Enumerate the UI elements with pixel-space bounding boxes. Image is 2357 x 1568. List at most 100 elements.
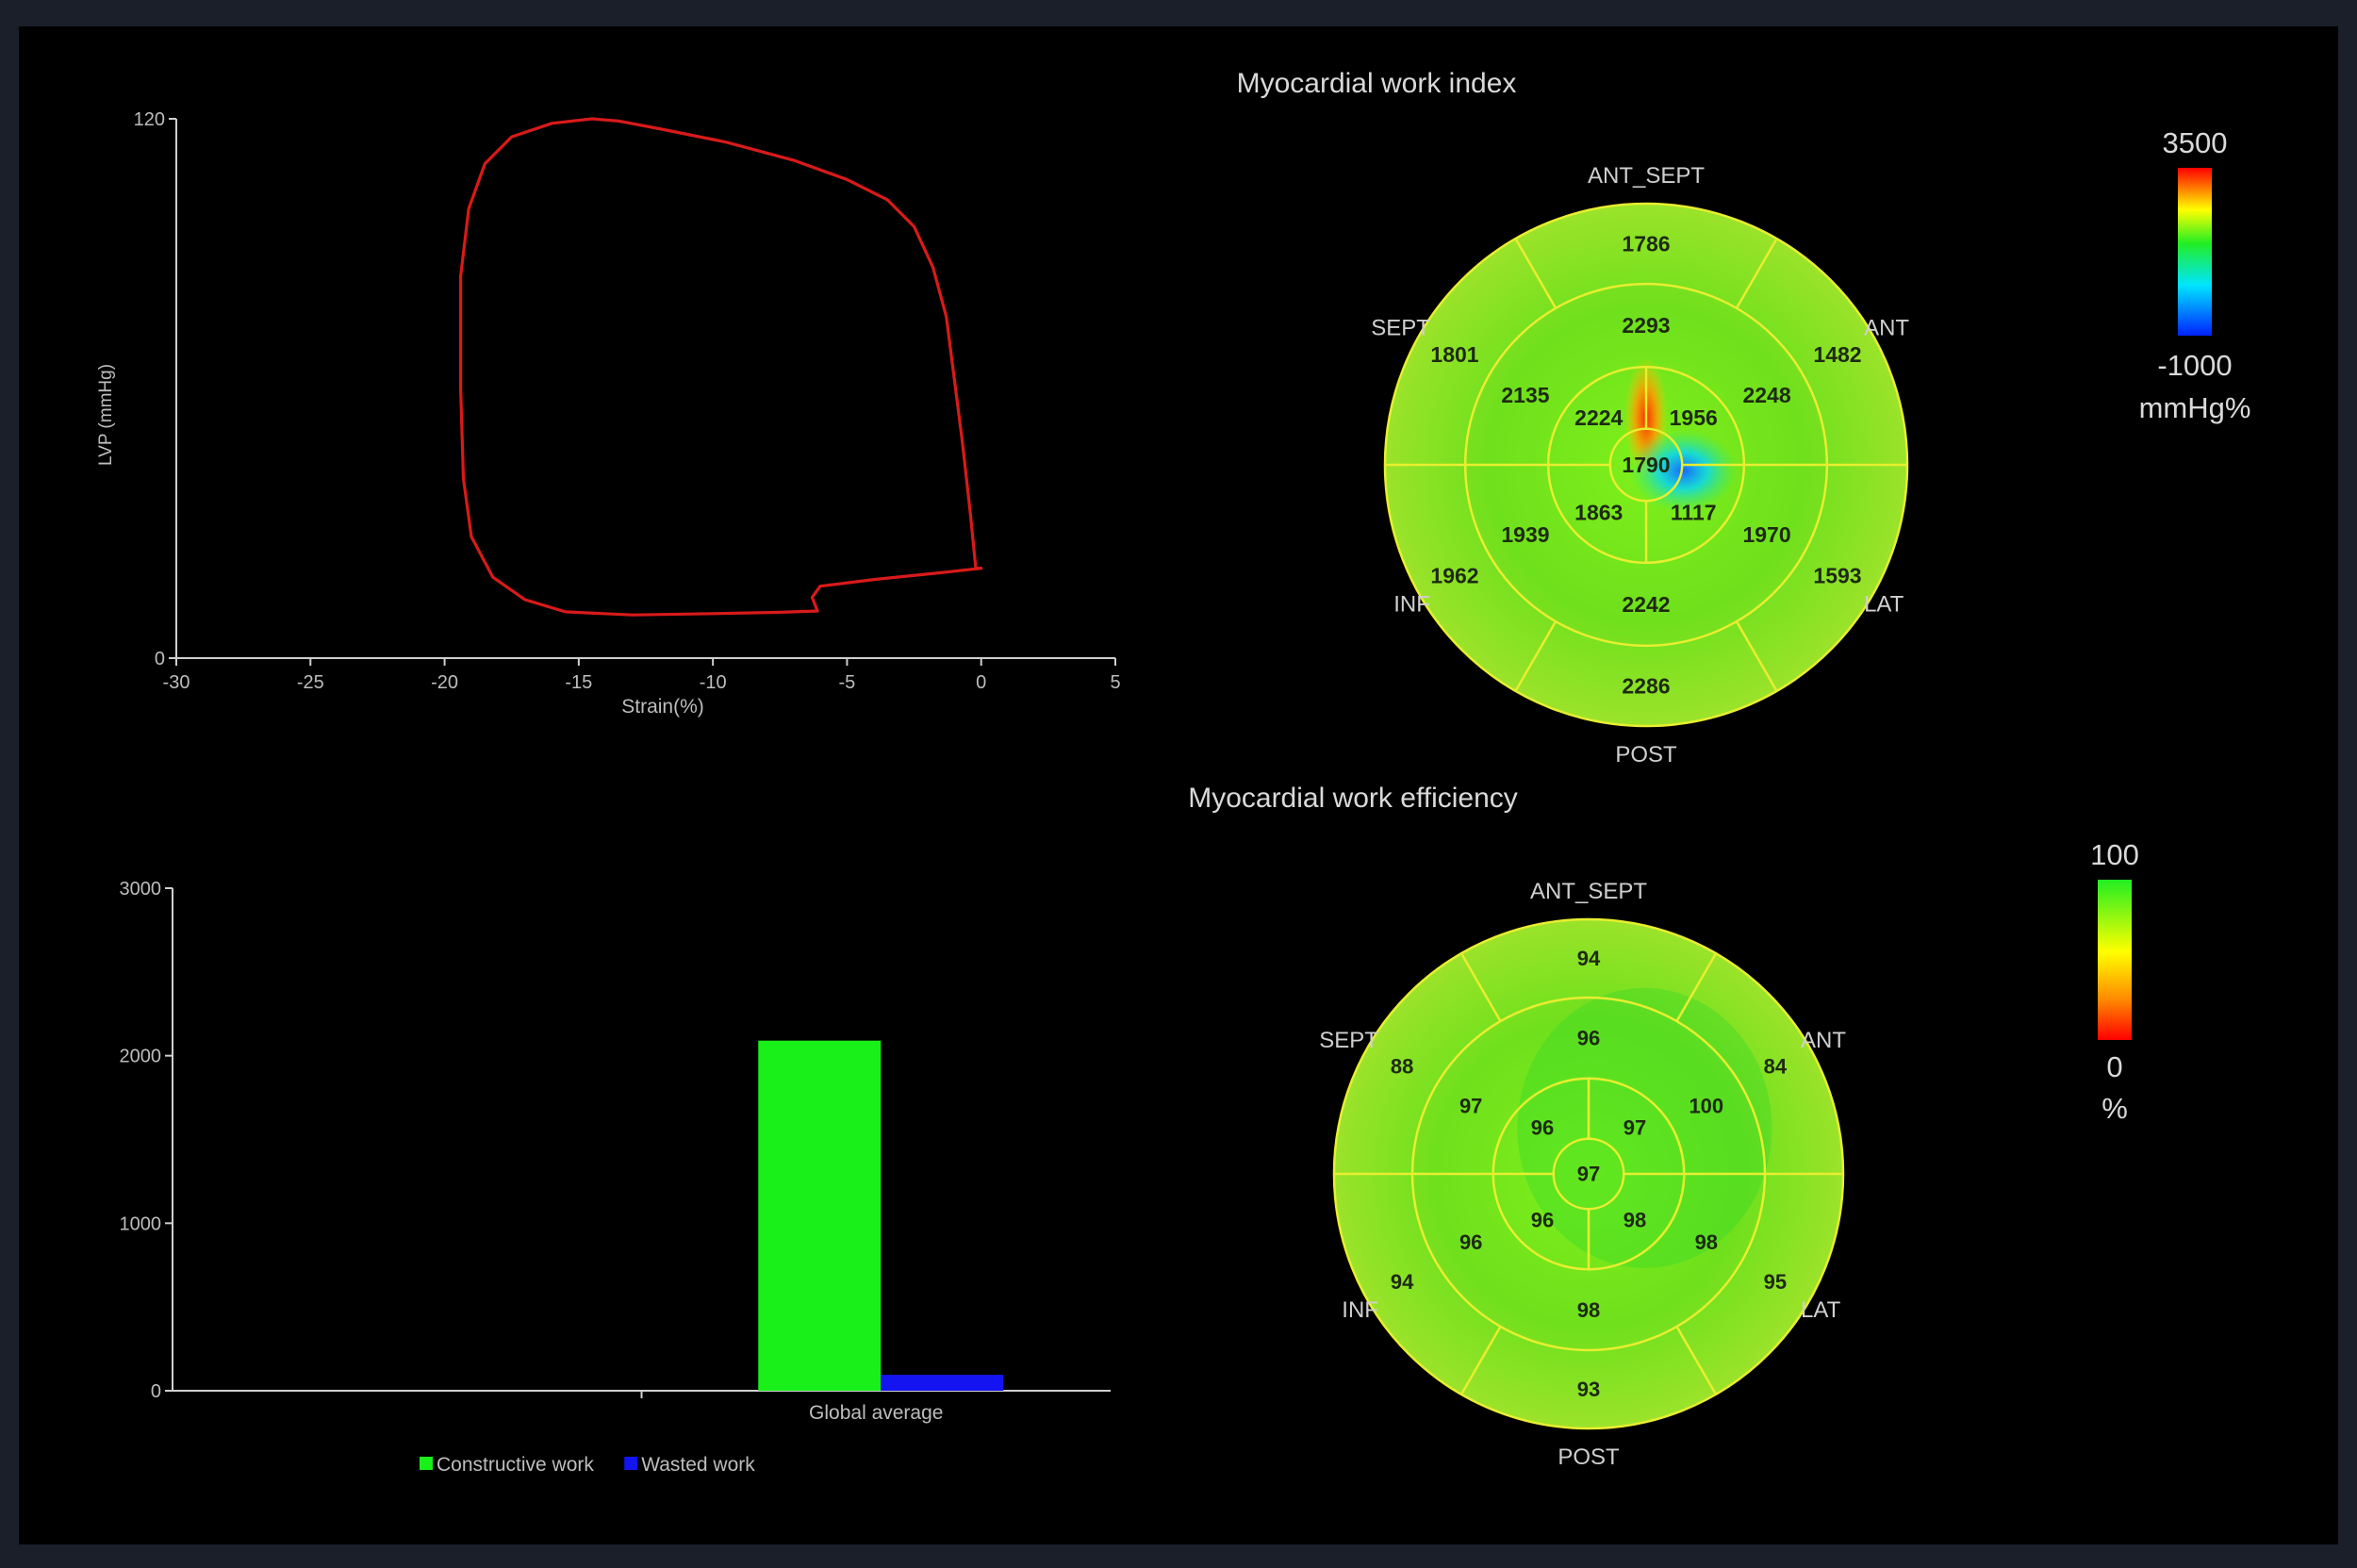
legend-label: Constructive work [437,1454,594,1476]
septal-label: SEPT [1319,1028,1378,1053]
work-efficiency-scale-min: 0 [2106,1050,2122,1083]
work-efficiency-segment-values: 94 84 95 93 94 88 96 100 98 98 96 97 97 98 96 96 97 [1391,947,1788,1401]
apical-segment-value: 1956 [1670,405,1718,430]
legend-label: Wasted work [641,1454,755,1476]
work-tick-label: 3000 [120,879,162,900]
work-tick-label: 2000 [120,1047,162,1067]
anterior-septal-label: ANT_SEPT [1588,163,1705,189]
septal-label: SEPT [1371,316,1430,341]
apical-segment-value: 1863 [1574,500,1623,524]
basal-segment-value: 1962 [1430,563,1478,587]
work-efficiency-scale-max: 100 [2090,838,2139,871]
strain-tick-label: 5 [1110,672,1120,693]
apical-segment-value: 98 [1624,1209,1646,1232]
work-index-scale-min: -1000 [2157,349,2232,382]
pressure-strain-axes [175,119,1115,659]
legend-swatch [420,1457,433,1470]
apex-segment-value: 97 [1577,1163,1600,1186]
polar-map-low-region [1629,429,1738,512]
anterior-septal-label: ANT_SEPT [1530,879,1647,904]
apical-segment-value: 1117 [1671,500,1717,524]
work-efficiency-polar-map [1332,917,1845,1430]
strain-tick-label: -25 [297,672,324,693]
lateral-label: LAT [1801,1297,1841,1323]
polar-map-divider [1675,952,1718,1022]
pressure-axis-label: LVP (mmHg) [96,364,116,466]
work-tick-label: 1000 [120,1213,162,1234]
work-efficiency-title: Myocardial work efficiency [1188,783,1518,814]
work-bar-axes [172,888,1111,1392]
basal-segment-value: 95 [1764,1270,1787,1294]
polar-map-divider [1514,620,1558,692]
strain-tick-label: -5 [839,672,856,693]
work-efficiency-color-scale: 100 0 % [2090,838,2139,1125]
apical-segment-value: 96 [1531,1116,1554,1140]
mid-segment-value: 2242 [1622,592,1670,617]
polar-map-divider [1735,620,1778,692]
mid-segment-value: 97 [1459,1095,1482,1118]
legend-swatch [624,1457,638,1470]
figure-frame: -30 -25 -20 -15 -10 -5 0 5 0 120 Strain(%) LVP (… [19,26,2338,1544]
work-category-labels: Global average [640,1391,943,1424]
inferior-label: INF [1342,1297,1378,1323]
basal-segment-value: 1786 [1622,232,1670,256]
pressure-tick-label: 0 [155,649,165,669]
work-bars [758,1040,1004,1391]
pressure-axis-ticks: 0 120 [134,109,176,669]
pressure-strain-loop-chart: -30 -25 -20 -15 -10 -5 0 5 0 120 Strain(%) LVP (… [96,109,1121,718]
apical-segment-value: 97 [1624,1116,1646,1140]
work-axis-ticks: 0 1000 2000 3000 [120,879,173,1402]
strain-axis-ticks: -30 -25 -20 -15 -10 -5 0 5 [163,658,1121,693]
pressure-strain-series [459,117,983,617]
pressure-tick-label: 120 [134,109,165,130]
work-index-orientation-labels: ANT_SEPT POST ANT LAT SEPT INF [1371,163,1909,767]
work-legend: Constructive work Wasted work [420,1454,755,1476]
work-efficiency-scale-unit: % [2102,1092,2128,1125]
mid-segment-value: 96 [1459,1230,1482,1254]
mid-segment-value: 2135 [1501,383,1549,407]
work-index-bullseye: Myocardial work index ANT_SEPT POST ANT LAT… [1237,68,2251,767]
mid-segment-value: 2293 [1622,313,1670,338]
posterior-label: POST [1558,1444,1620,1470]
polar-map-divider [1514,238,1558,309]
inferior-label: INF [1393,592,1430,618]
mid-segment-value: 100 [1689,1095,1723,1118]
apex-segment-value: 1790 [1622,453,1670,477]
basal-segment-value: 2286 [1622,673,1670,698]
basal-segment-value: 1801 [1430,342,1478,367]
basal-segment-value: 84 [1764,1054,1788,1078]
basal-segment-value: 94 [1391,1270,1414,1294]
strain-tick-label: -10 [700,672,727,693]
figure-canvas: -30 -25 -20 -15 -10 -5 0 5 0 120 Strain(%) LVP (… [96,68,2251,1476]
mid-segment-value: 98 [1695,1230,1718,1254]
work-index-scale-bar [2178,168,2212,336]
basal-segment-value: 94 [1577,947,1601,970]
work-bar [881,1375,1004,1391]
strain-tick-label: 0 [976,672,986,693]
strain-tick-label: -30 [163,672,190,693]
work-bar [758,1040,882,1391]
anterior-label: ANT [1864,316,1909,341]
work-index-segment-values: 1786 1482 1593 2286 1962 1801 2293 2248 1970 2242… [1430,232,1861,699]
mid-segment-value: 96 [1577,1027,1600,1050]
work-index-scale-max: 3500 [2163,126,2228,159]
mid-segment-value: 1939 [1501,522,1549,547]
work-index-polar-map [1383,202,1909,728]
basal-segment-value: 88 [1391,1054,1413,1078]
polar-map-divider [1459,952,1502,1022]
strain-tick-label: -20 [431,672,458,693]
apical-segment-value: 2224 [1574,405,1623,430]
basal-segment-value: 1593 [1813,563,1861,587]
polar-map-divider [1675,1326,1718,1395]
posterior-label: POST [1615,742,1677,767]
strain-tick-label: -15 [565,672,592,693]
polar-map-divider [1735,238,1778,309]
lateral-label: LAT [1864,592,1904,618]
mid-segment-value: 2248 [1742,383,1790,407]
work-bar-chart: 0 1000 2000 3000 Global average Constructiv… [120,879,1111,1476]
category-label: Global average [809,1402,943,1424]
work-index-color-scale: 3500 -1000 mmHg% [2139,126,2251,424]
work-efficiency-orientation-labels: ANT_SEPT POST ANT LAT SEPT INF [1319,879,1846,1470]
work-efficiency-bullseye: Myocardial work efficiency ANT_SEPTPOSTA… [1188,783,2139,1470]
work-index-scale-unit: mmHg% [2139,391,2251,424]
